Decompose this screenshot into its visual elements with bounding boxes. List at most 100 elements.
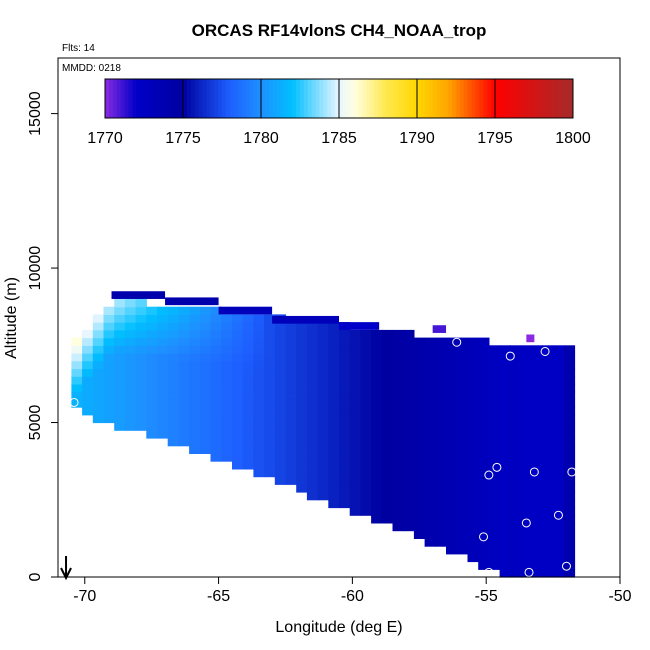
colorbar-segment (112, 79, 118, 118)
curtain-cell (488, 353, 501, 362)
curtain-cell (306, 430, 319, 439)
arrow-head (60, 567, 72, 581)
curtain-cell (210, 453, 222, 462)
curtain-cell (339, 492, 351, 501)
curtain-cell (392, 360, 404, 370)
curtain-cell (328, 499, 340, 509)
curtain-cell (167, 306, 179, 315)
curtain-cell (264, 345, 276, 354)
curtain-cell (135, 399, 147, 408)
curtain-cell (103, 407, 115, 416)
curtain-cell (467, 507, 479, 516)
curtain-cell (446, 445, 458, 454)
flights-annotation: Flts: 14 (62, 43, 95, 54)
curtain-cell (317, 391, 329, 400)
curtain-cell (381, 476, 394, 485)
curtain-cell (242, 353, 254, 362)
curtain-cell (563, 345, 576, 354)
curtain-cell (210, 407, 222, 416)
curtain-cell (157, 322, 169, 331)
curtain-cell (103, 383, 115, 393)
curtain-cell (103, 322, 115, 331)
curtain-cell (360, 345, 372, 354)
curtain-cell (467, 492, 479, 501)
curtain-cell (424, 422, 436, 431)
curtain-cell (371, 414, 383, 424)
curtain-cell (124, 368, 137, 377)
curtain-cell (371, 422, 383, 431)
colorbar-segment (350, 79, 356, 118)
curtain-cell (146, 322, 158, 331)
curtain-cell (499, 414, 511, 424)
curtain-cell (146, 306, 158, 315)
curtain-cell (381, 422, 394, 431)
curtain-cell (499, 345, 511, 354)
curtain-cell (381, 468, 394, 478)
curtain-cell (242, 430, 254, 439)
curtain-cell (467, 468, 479, 478)
curtain-cell (531, 445, 543, 454)
curtain-cell (328, 376, 340, 385)
curtain-cell (435, 430, 447, 439)
colorbar-segment (315, 79, 320, 118)
curtain-cell (199, 353, 212, 362)
curtain-cell (531, 546, 543, 555)
curtain-cell (285, 445, 297, 454)
curtain-cell (488, 538, 501, 547)
colorbar-segment (335, 79, 340, 118)
curtain-cell (488, 461, 501, 470)
curtain-cell (285, 422, 297, 431)
curtain-cell (114, 329, 126, 339)
curtain-cell (328, 360, 340, 370)
curtain-cell (446, 492, 458, 501)
colorbar-segment (475, 79, 480, 118)
curtain-cell (456, 445, 469, 454)
curtain-cell (478, 507, 490, 516)
curtain-cell (371, 468, 383, 478)
curtain-cell (542, 438, 554, 447)
colorbar-segment (140, 79, 145, 118)
curtain-cell (328, 407, 340, 416)
curtain-cell (446, 376, 458, 385)
curtain-cell (371, 353, 383, 362)
curtain-cell (360, 353, 372, 362)
curtain-cell (531, 414, 543, 424)
observation-point (69, 397, 79, 407)
plot-frame (57, 57, 621, 578)
curtain-cell (510, 360, 522, 370)
curtain-cell (349, 376, 361, 385)
curtain-cell (435, 345, 447, 354)
curtain-cell (403, 499, 415, 509)
curtain-cell (563, 360, 576, 370)
curtain-cell (488, 422, 501, 431)
curtain-cell (478, 422, 490, 431)
curtain-cell (510, 476, 522, 485)
curtain-cell (553, 484, 565, 493)
curtain-cell (178, 337, 190, 346)
curtain-cell (521, 445, 533, 454)
curtain-cell (264, 383, 276, 393)
curtain-cell (424, 360, 436, 370)
curtain-cell (456, 546, 469, 555)
curtain-cell (381, 399, 394, 408)
curtain-cell (531, 345, 543, 354)
curtain-cell (360, 414, 372, 424)
curtain-cell (521, 383, 533, 393)
curtain-cell (563, 391, 576, 400)
curtain-cell (317, 368, 329, 377)
curtain-cell (553, 476, 565, 485)
curtain-cell (274, 430, 287, 439)
curtain-cell (253, 461, 265, 470)
colorbar-segment (136, 79, 141, 118)
curtain-cell (306, 376, 319, 385)
curtain-cell (392, 376, 404, 385)
curtain-cell (232, 422, 244, 431)
curtain-cell (403, 468, 415, 478)
curtain-cell (317, 360, 329, 370)
curtain-cell (264, 438, 276, 447)
curtain-cell (456, 461, 469, 470)
curtain-cell (392, 399, 404, 408)
curtain-cell (103, 314, 115, 323)
curtain-cell (392, 407, 404, 416)
colorbar-segment (389, 79, 395, 118)
